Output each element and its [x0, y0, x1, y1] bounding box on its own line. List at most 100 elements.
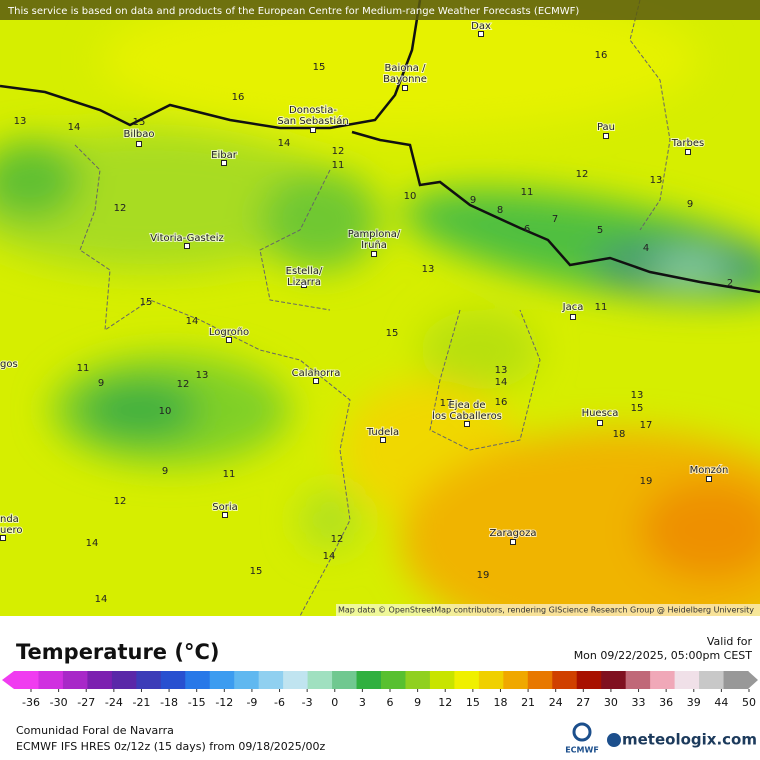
colorbar-swatch — [62, 671, 88, 689]
national-border — [351, 130, 760, 294]
contour-label: 16 — [495, 397, 508, 408]
colorbar-swatch — [307, 671, 333, 689]
colorbar-swatch — [87, 671, 113, 689]
contour-label: 12 — [576, 169, 589, 180]
contour-label: 15 — [250, 566, 263, 577]
contour-label: 4 — [643, 243, 649, 254]
city-label: Tarbes — [671, 138, 704, 149]
colorbar-swatch — [552, 671, 578, 689]
contour-label: 9 — [687, 199, 693, 210]
region: Comunidad Foral de Navarra — [16, 724, 174, 737]
colorbar-swatch — [699, 671, 725, 689]
colorbar-tick-label: 44 — [714, 696, 728, 709]
city-label: Calahorra — [292, 368, 341, 379]
contour-label: 14 — [186, 316, 199, 327]
contour-label: 10 — [159, 406, 172, 417]
city-label: Bayonne — [383, 74, 427, 85]
colorbar-swatch — [674, 671, 700, 689]
contour-label: 15 — [631, 403, 644, 414]
contour-label: 8 — [497, 205, 503, 216]
city-label: Huesca — [582, 408, 619, 419]
city-label: Lizarra — [287, 277, 321, 288]
colorbar-swatch — [478, 671, 504, 689]
contour-label: 15 — [133, 117, 146, 128]
city-marker — [464, 421, 470, 427]
colorbar-arrow-high — [748, 671, 758, 689]
contour-label: 12 — [114, 496, 127, 507]
colorbar-tick-label: 24 — [549, 696, 563, 709]
colorbar-tick-label: 3 — [359, 696, 366, 709]
colorbar-tick-label: 50 — [742, 696, 756, 709]
contour-label: 15 — [386, 328, 399, 339]
colorbar-arrow-low — [2, 671, 14, 689]
city-label: Zaragoza — [489, 528, 536, 539]
contour-label: 16 — [595, 50, 608, 61]
coastline — [0, 0, 422, 130]
contour-label: 11 — [332, 160, 345, 171]
colorbar-tick-label: 27 — [576, 696, 590, 709]
contour-label: 14 — [323, 551, 336, 562]
valid-label: Valid for — [707, 635, 753, 648]
city-label: Jaca — [562, 302, 584, 313]
city-label: Dax — [471, 21, 491, 32]
contour-label: 15 — [313, 62, 326, 73]
city-label: gos — [0, 359, 18, 370]
contour-label: 13 — [196, 370, 209, 381]
city-label: Tudela — [366, 427, 399, 438]
city-marker — [222, 512, 228, 518]
city-marker — [685, 149, 691, 155]
city-marker — [603, 133, 609, 139]
contour-label: 13 — [631, 390, 644, 401]
colorbar-swatch — [625, 671, 651, 689]
colorbar-swatch — [503, 671, 529, 689]
admin-border — [629, 0, 671, 231]
contour-label: 7 — [552, 214, 558, 225]
colorbar-tick-label: 15 — [466, 696, 480, 709]
city-label: Iruña — [361, 240, 387, 251]
city-marker — [478, 31, 484, 37]
colorbar-swatch — [38, 671, 64, 689]
colorbar-swatch — [527, 671, 553, 689]
city-label: los Caballeros — [432, 411, 502, 422]
colorbar-tick-label: 9 — [414, 696, 421, 709]
colorbar-tick-label: 12 — [438, 696, 452, 709]
contour-label: 9 — [98, 378, 104, 389]
legend-title: Temperature (°C) — [16, 640, 219, 664]
banner: This service is based on data and produc… — [7, 6, 579, 17]
city-marker — [313, 378, 319, 384]
model-info: ECMWF IFS HRES 0z/12z (15 days) from 09/… — [16, 740, 326, 753]
city-label: Soria — [212, 502, 237, 513]
colorbar-swatch — [723, 671, 749, 689]
colorbar-tick-label: -36 — [22, 696, 40, 709]
colorbar-tick-label: -24 — [105, 696, 123, 709]
colorbar-swatch — [332, 671, 358, 689]
colorbar-tick-label: -18 — [160, 696, 178, 709]
contour-label: 11 — [77, 363, 90, 374]
city-label: Vitoria-Gasteiz — [150, 233, 224, 244]
city-marker — [570, 314, 576, 320]
colorbar-swatch — [185, 671, 211, 689]
contour-label: 14 — [495, 377, 508, 388]
city-label: Pau — [597, 122, 615, 133]
colorbar: -36 -30 -27 -24 -21 -18 -15 -12 -9 -6 -3 0 3 6 9 12 15 18… — [2, 671, 758, 709]
colorbar-tick-label: -30 — [50, 696, 68, 709]
colorbar-tick-label: 18 — [493, 696, 507, 709]
contour-label: 12 — [332, 146, 345, 157]
colorbar-swatch — [14, 671, 39, 689]
contour-label: 13 — [650, 175, 663, 186]
city-marker — [706, 476, 712, 482]
contour-label: 16 — [232, 92, 245, 103]
contour-label: 18 — [613, 429, 626, 440]
colorbar-swatch — [160, 671, 186, 689]
city-marker — [510, 539, 516, 545]
colorbar-swatch — [381, 671, 406, 689]
colorbar-swatch — [601, 671, 627, 689]
city-label: Pamplona/ — [348, 229, 401, 240]
colorbar-swatch — [258, 671, 284, 689]
city-label: Ejea de — [448, 400, 485, 411]
colorbar-tick-label: -27 — [77, 696, 95, 709]
colorbar-tick-label: 21 — [521, 696, 535, 709]
